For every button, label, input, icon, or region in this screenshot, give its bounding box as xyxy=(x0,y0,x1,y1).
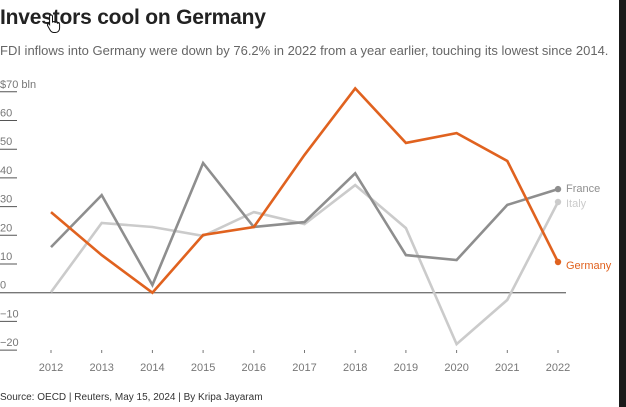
series-lines xyxy=(49,86,562,347)
x-tick-label: 2014 xyxy=(140,362,164,374)
x-tick-label: 2017 xyxy=(292,362,316,374)
y-tick-label: 60 xyxy=(0,108,12,120)
series-line-germany xyxy=(50,86,560,295)
source-note: Source: OECD | Reuters, May 15, 2024 | B… xyxy=(0,392,263,403)
series-label-italy: Italy xyxy=(566,198,587,210)
series-label-france: France xyxy=(566,183,600,195)
series-labels: Italy France Germany xyxy=(566,183,612,272)
window-edge xyxy=(619,0,626,407)
x-tick-label: 2018 xyxy=(343,362,367,374)
x-tick-label: 2016 xyxy=(242,362,266,374)
series-line-italy xyxy=(49,183,560,347)
x-tick-label: 2013 xyxy=(89,362,113,374)
y-tick-label: 40 xyxy=(0,165,12,177)
y-tick-label: −10 xyxy=(0,308,19,320)
data-point-italy xyxy=(554,198,562,206)
chart-subtitle: FDI inflows into Germany were down by 76… xyxy=(0,43,609,58)
x-tick-label: 2021 xyxy=(495,362,519,374)
y-tick-label: 30 xyxy=(0,194,12,206)
x-tick-label: 2015 xyxy=(191,362,215,374)
y-axis: $70 bln 60 50 40 30 20 10 0 −10 −20 xyxy=(0,79,566,351)
data-point-germany xyxy=(554,258,562,266)
y-tick-label: 0 xyxy=(0,280,6,292)
series-label-germany: Germany xyxy=(566,260,612,272)
x-tick-label: 2022 xyxy=(546,362,570,374)
y-tick-label: 10 xyxy=(0,251,12,263)
chart-title: Investors cool on Germany xyxy=(0,6,266,29)
y-tick-label: $70 bln xyxy=(0,79,36,91)
x-tick-label: 2012 xyxy=(39,362,63,374)
y-tick-label: 20 xyxy=(0,222,12,234)
x-axis: 2012 2013 2014 2015 2016 2017 2018 2019 2020 2021… xyxy=(39,350,570,374)
x-tick-label: 2020 xyxy=(444,362,468,374)
y-tick-label: 50 xyxy=(0,136,12,148)
x-tick-label: 2019 xyxy=(394,362,418,374)
hand-cursor-icon xyxy=(46,14,61,33)
data-point-france xyxy=(554,185,562,193)
y-tick-label: −20 xyxy=(0,337,19,349)
